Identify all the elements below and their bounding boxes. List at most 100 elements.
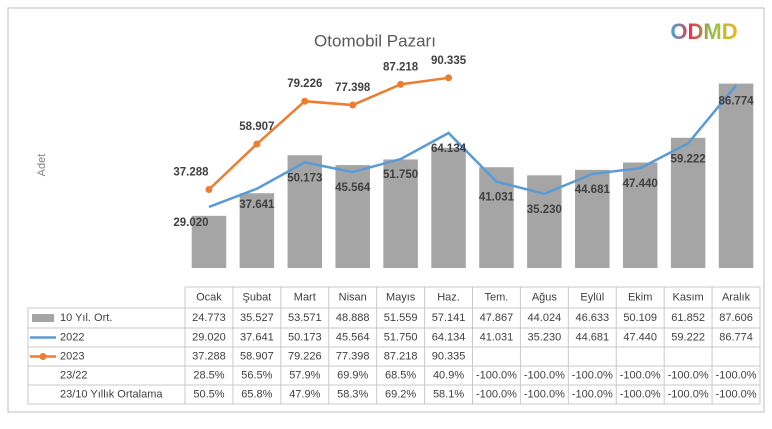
table-cell: 68.5% (385, 369, 416, 381)
table-cell: 77.398 (336, 350, 370, 362)
data-label: 64.134 (431, 143, 467, 155)
bar (575, 169, 610, 268)
data-label: 51.750 (383, 169, 418, 181)
x-tick-label: Nisan (339, 291, 367, 303)
legend-swatch (39, 353, 47, 360)
table-cell: 59.222 (671, 331, 705, 343)
table-cell: 87.218 (384, 350, 418, 362)
x-tick-label: Haz. (437, 291, 460, 303)
table-cell: -100.0% (476, 369, 517, 381)
data-label: 45.564 (335, 182, 371, 194)
table-cell: -100.0% (524, 369, 565, 381)
data-label: 50.173 (287, 172, 322, 184)
chart-title: Otomobil Pazarı (314, 31, 436, 50)
bar (287, 155, 323, 268)
x-tick-label: Tem. (485, 291, 509, 303)
data-label: 79.226 (287, 78, 322, 90)
table-cell: 47.9% (289, 388, 320, 400)
marker (397, 80, 405, 88)
x-tick-label: Mart (294, 291, 316, 303)
table-cell: 35.527 (240, 312, 274, 324)
bar (622, 162, 658, 268)
marker (205, 185, 213, 193)
table-cell: 48.888 (336, 312, 370, 324)
table-cell: 56.5% (241, 369, 272, 381)
table-cell: 47.867 (480, 312, 514, 324)
table-cell: 37.288 (192, 350, 226, 362)
data-label: 90.335 (431, 55, 467, 67)
legend-label: 2023 (60, 350, 84, 362)
table-cell: 64.134 (432, 331, 466, 343)
data-label: 86.774 (718, 95, 754, 107)
frame (7, 7, 765, 413)
marker (301, 97, 309, 105)
data-label: 35.230 (527, 204, 562, 216)
table-cell: -100.0% (668, 388, 709, 400)
table-cell: 65.8% (241, 388, 272, 400)
bar (718, 83, 754, 268)
line (208, 76, 449, 191)
table-cell: -100.0% (476, 388, 517, 400)
table-cell: -100.0% (668, 369, 709, 381)
x-tick-label: Ekim (628, 291, 652, 303)
table-cell: 29.020 (192, 331, 226, 343)
marker (253, 140, 261, 148)
bar (191, 215, 227, 268)
table-cell: 50.5% (193, 388, 224, 400)
legend-label: 10 Yıl. Ort. (60, 312, 112, 324)
table-cell: 44.681 (575, 331, 609, 343)
table-cell: 41.031 (480, 331, 514, 343)
x-tick-label: Ağus (532, 291, 558, 303)
table-cell: 53.571 (288, 312, 322, 324)
table-cell: 51.559 (384, 312, 418, 324)
legend-label: 2022 (60, 331, 84, 343)
bar (383, 159, 418, 268)
x-tick-label: Aralık (722, 291, 751, 303)
data-label: 37.641 (239, 199, 275, 211)
bar (670, 137, 706, 268)
row-label: 23/10 Yıllık Ortalama (60, 388, 163, 400)
data-label: 59.222 (671, 153, 706, 165)
table-cell: 58.3% (337, 388, 368, 400)
table-cell: 58.1% (433, 388, 464, 400)
bar (335, 165, 370, 268)
data-label: 37.288 (173, 167, 209, 179)
logo: ODMD (670, 19, 737, 44)
data-label: 29.020 (173, 217, 208, 229)
table-cell: 69.9% (337, 369, 368, 381)
table-cell: 69.2% (385, 388, 416, 400)
table-cell: -100.0% (716, 369, 757, 381)
table-cell: 44.024 (528, 312, 562, 324)
table-cell: 24.773 (192, 312, 226, 324)
table-cell: 86.774 (719, 331, 753, 343)
data-label: 87.218 (383, 61, 419, 73)
marker (349, 101, 357, 109)
table-cell: 87.606 (719, 312, 753, 324)
data-label: 47.440 (623, 178, 658, 190)
bar (239, 193, 275, 268)
table-cell: 61.852 (671, 312, 705, 324)
data-label: 41.031 (479, 192, 515, 204)
line (208, 84, 738, 209)
table-cell: 51.750 (384, 331, 418, 343)
table-cell: 50.173 (288, 331, 322, 343)
table-cell: -100.0% (620, 369, 661, 381)
x-tick-label: Şubat (243, 291, 272, 303)
table-cell: -100.0% (620, 388, 661, 400)
table-cell: -100.0% (716, 388, 757, 400)
x-tick-label: Mayıs (386, 291, 416, 303)
table-cell: -100.0% (572, 388, 613, 400)
table-cell: 90.335 (432, 350, 466, 362)
row-label: 23/22 (60, 369, 88, 381)
y-axis-label: Adet (36, 154, 48, 177)
table-cell: 50.109 (623, 312, 657, 324)
data-label: 58.907 (239, 121, 274, 133)
data-label: 44.681 (575, 184, 611, 196)
table-cell: 58.907 (240, 350, 274, 362)
table-cell: 47.440 (623, 331, 657, 343)
marker (445, 74, 453, 82)
x-tick-label: Ocak (196, 291, 222, 303)
table-cell: 45.564 (336, 331, 370, 343)
table-cell: 40.9% (433, 369, 464, 381)
